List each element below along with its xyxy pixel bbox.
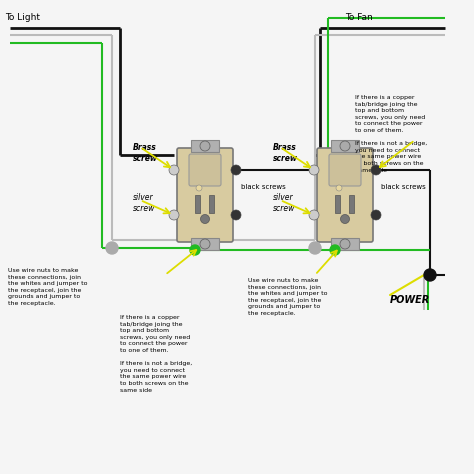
FancyBboxPatch shape xyxy=(189,154,221,186)
Circle shape xyxy=(340,215,349,224)
Circle shape xyxy=(231,165,241,175)
Circle shape xyxy=(371,165,381,175)
Text: silver
screw: silver screw xyxy=(133,193,155,213)
Circle shape xyxy=(340,239,350,249)
Text: POWER: POWER xyxy=(390,295,430,305)
Circle shape xyxy=(371,210,381,220)
Text: silver
screw: silver screw xyxy=(273,193,295,213)
Circle shape xyxy=(201,215,210,224)
Text: Use wire nuts to make
these connections, join
the whites and jumper to
the recep: Use wire nuts to make these connections,… xyxy=(248,278,328,316)
FancyBboxPatch shape xyxy=(317,148,373,242)
Bar xyxy=(191,238,219,250)
Circle shape xyxy=(231,210,241,220)
Circle shape xyxy=(196,185,202,191)
Text: black screws: black screws xyxy=(241,184,286,190)
FancyBboxPatch shape xyxy=(329,154,361,186)
Text: black screws: black screws xyxy=(381,184,426,190)
Bar xyxy=(335,195,340,213)
Circle shape xyxy=(200,239,210,249)
Bar xyxy=(209,195,214,213)
Circle shape xyxy=(309,165,319,175)
Bar xyxy=(331,238,359,250)
Circle shape xyxy=(169,210,179,220)
Bar xyxy=(349,195,354,213)
Text: If there is a copper
tab/bridge joing the
top and bottom
screws, you only need
t: If there is a copper tab/bridge joing th… xyxy=(120,315,192,392)
Circle shape xyxy=(309,242,321,254)
Circle shape xyxy=(336,185,342,191)
Circle shape xyxy=(309,210,319,220)
Bar xyxy=(195,195,200,213)
Text: To Light: To Light xyxy=(5,13,40,22)
Bar xyxy=(331,140,359,152)
Circle shape xyxy=(169,165,179,175)
Circle shape xyxy=(200,141,210,151)
Circle shape xyxy=(340,141,350,151)
Bar xyxy=(191,140,219,152)
Text: To Fan: To Fan xyxy=(345,13,373,22)
Text: Brass
screw: Brass screw xyxy=(133,143,158,163)
Circle shape xyxy=(190,245,200,255)
Text: Brass
screw: Brass screw xyxy=(273,143,298,163)
Circle shape xyxy=(424,269,436,281)
Circle shape xyxy=(106,242,118,254)
FancyBboxPatch shape xyxy=(177,148,233,242)
Circle shape xyxy=(330,245,340,255)
Text: Use wire nuts to make
these connections, join
the whites and jumper to
the recep: Use wire nuts to make these connections,… xyxy=(8,268,88,306)
Text: If there is a copper
tab/bridge joing the
top and bottom
screws, you only need
t: If there is a copper tab/bridge joing th… xyxy=(355,95,427,173)
